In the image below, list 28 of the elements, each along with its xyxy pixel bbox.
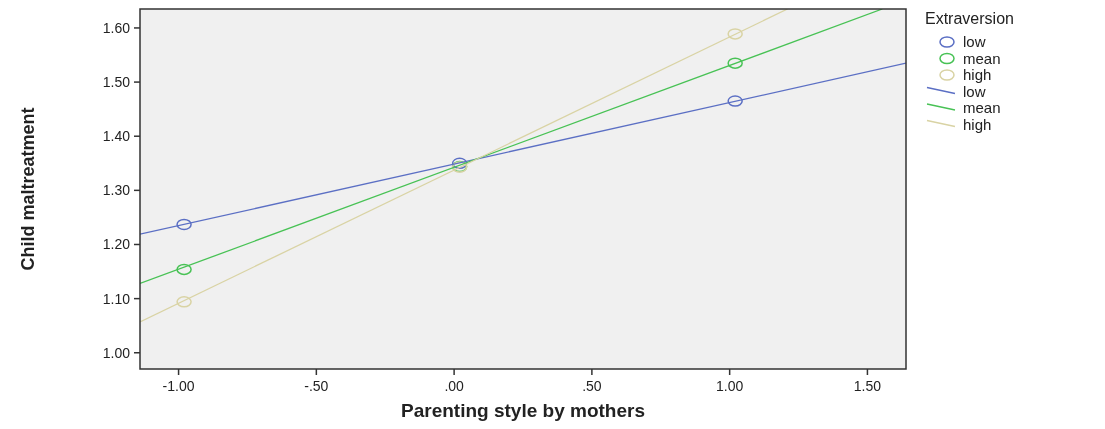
y-axis-title: Child maltreatment <box>18 107 38 271</box>
legend-label: high <box>963 66 992 84</box>
y-tick-label: 1.30 <box>102 182 131 199</box>
point <box>727 57 743 69</box>
point <box>727 28 743 40</box>
y-tick-label: 1.60 <box>102 19 131 36</box>
legend-label: mean <box>963 99 1001 117</box>
y-tick-label: 1.50 <box>102 73 131 90</box>
x-axis-title: Parenting style by mothers <box>401 400 645 421</box>
y-tick-label: 1.00 <box>102 344 131 361</box>
x-tick-label: 1.50 <box>853 378 882 394</box>
legend-label: low <box>963 82 986 100</box>
y-tick-label: 1.20 <box>102 236 131 253</box>
x-tick-label: .00 <box>444 378 465 394</box>
x-tick-label: .50 <box>582 378 602 394</box>
legend-label: high <box>963 115 992 133</box>
x-tick-label: -1.00 <box>162 378 195 394</box>
legend-label: mean <box>963 49 1001 67</box>
legend-title: Extraversion <box>925 10 1014 27</box>
legend-label: low <box>963 33 986 51</box>
point <box>176 263 192 276</box>
y-tick-label: 1.40 <box>102 128 131 145</box>
point <box>176 296 192 308</box>
x-tick-label: -.50 <box>304 378 329 394</box>
point <box>176 218 192 231</box>
y-tick-label: 1.10 <box>102 290 131 307</box>
point <box>727 95 743 107</box>
x-tick-label: 1.00 <box>716 378 744 394</box>
